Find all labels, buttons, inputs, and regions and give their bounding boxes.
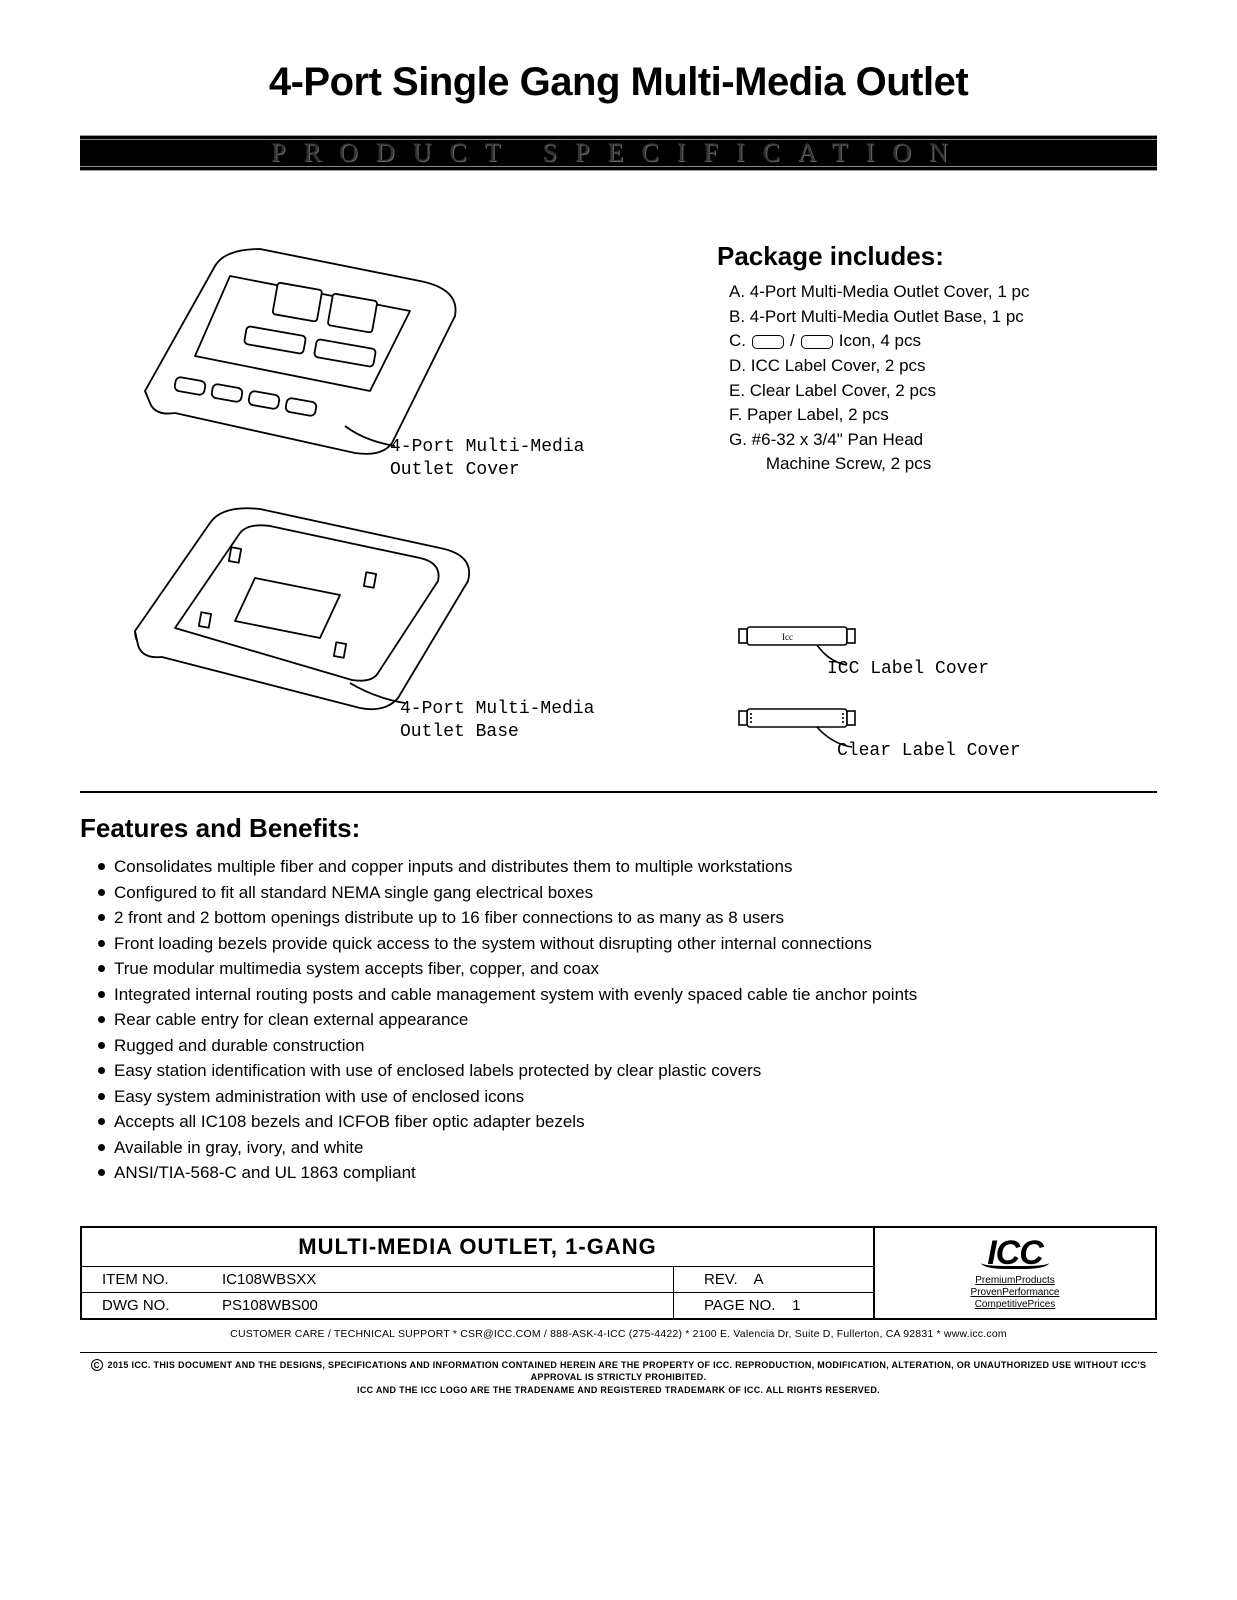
pkg-item-d: D. ICC Label Cover, 2 pcs [729, 354, 1157, 379]
feature-item: Available in gray, ivory, and white [98, 1135, 1157, 1161]
package-heading: Package includes: [717, 241, 1157, 272]
feature-item: ANSI/TIA-568-C and UL 1863 compliant [98, 1160, 1157, 1186]
features-list: Consolidates multiple fiber and copper i… [80, 854, 1157, 1186]
feature-item: Easy station identification with use of … [98, 1058, 1157, 1084]
icc-logo: ICC [987, 1234, 1043, 1273]
feature-item: Rugged and durable construction [98, 1033, 1157, 1059]
footer-contact: CUSTOMER CARE / TECHNICAL SUPPORT * CSR@… [80, 1328, 1157, 1340]
tb-dwg-label: DWG NO. [82, 1293, 212, 1318]
outlet-cover-diagram [80, 231, 540, 471]
icon-shape-1 [752, 335, 784, 349]
page-title: 4-Port Single Gang Multi-Media Outlet [80, 60, 1157, 105]
feature-item: Rear cable entry for clean external appe… [98, 1007, 1157, 1033]
outlet-base-diagram [80, 493, 540, 733]
feature-item: Configured to fit all standard NEMA sing… [98, 880, 1157, 906]
feature-item: Front loading bezels provide quick acces… [98, 931, 1157, 957]
pkg-item-g2: Machine Screw, 2 pcs [729, 452, 1157, 477]
pkg-item-g1: G. #6-32 x 3/4" Pan Head [729, 428, 1157, 453]
feature-item: Integrated internal routing posts and ca… [98, 982, 1157, 1008]
pkg-item-f: F. Paper Label, 2 pcs [729, 403, 1157, 428]
copyright-icon: C [91, 1359, 103, 1371]
taglines: PremiumProducts ProvenPerformance Compet… [971, 1275, 1060, 1311]
svg-text:Icc: Icc [782, 632, 793, 642]
pkg-item-a: A. 4-Port Multi-Media Outlet Cover, 1 pc [729, 280, 1157, 305]
pkg-item-c: C. / Icon, 4 pcs [729, 329, 1157, 354]
spec-bar-text: PRODUCT SPECIFICATION [271, 138, 966, 168]
feature-item: Accepts all IC108 bezels and ICFOB fiber… [98, 1109, 1157, 1135]
feature-item: 2 front and 2 bottom openings distribute… [98, 905, 1157, 931]
tb-item-label: ITEM NO. [82, 1267, 212, 1292]
footer-legal: C 2015 ICC. THIS DOCUMENT AND THE DESIGN… [80, 1352, 1157, 1397]
title-block: MULTI-MEDIA OUTLET, 1-GANG ITEM NO. IC10… [80, 1226, 1157, 1320]
tb-dwg-val: PS108WBS00 [212, 1293, 673, 1318]
spec-bar: PRODUCT SPECIFICATION [80, 135, 1157, 171]
tb-product-name: MULTI-MEDIA OUTLET, 1-GANG [82, 1228, 873, 1267]
product-diagrams: 4-Port Multi-Media Outlet Cover [80, 231, 687, 761]
tb-rev: REV. A [673, 1267, 873, 1292]
clear-label-caption: Clear Label Cover [837, 741, 1157, 761]
feature-item: True modular multimedia system accepts f… [98, 956, 1157, 982]
tb-page: PAGE NO. 1 [673, 1293, 873, 1318]
feature-item: Consolidates multiple fiber and copper i… [98, 854, 1157, 880]
logo-block: ICC PremiumProducts ProvenPerformance Co… [875, 1228, 1155, 1318]
package-list: A. 4-Port Multi-Media Outlet Cover, 1 pc… [717, 280, 1157, 477]
tb-item-val: IC108WBSXX [212, 1267, 673, 1292]
pkg-item-e: E. Clear Label Cover, 2 pcs [729, 379, 1157, 404]
icon-shape-2 [801, 335, 833, 349]
icc-label-caption: ICC Label Cover [827, 659, 1157, 679]
feature-item: Easy system administration with use of e… [98, 1084, 1157, 1110]
pkg-item-b: B. 4-Port Multi-Media Outlet Base, 1 pc [729, 305, 1157, 330]
divider [80, 791, 1157, 793]
base-caption: 4-Port Multi-Media Outlet Base [400, 698, 687, 745]
features-heading: Features and Benefits: [80, 813, 1157, 844]
